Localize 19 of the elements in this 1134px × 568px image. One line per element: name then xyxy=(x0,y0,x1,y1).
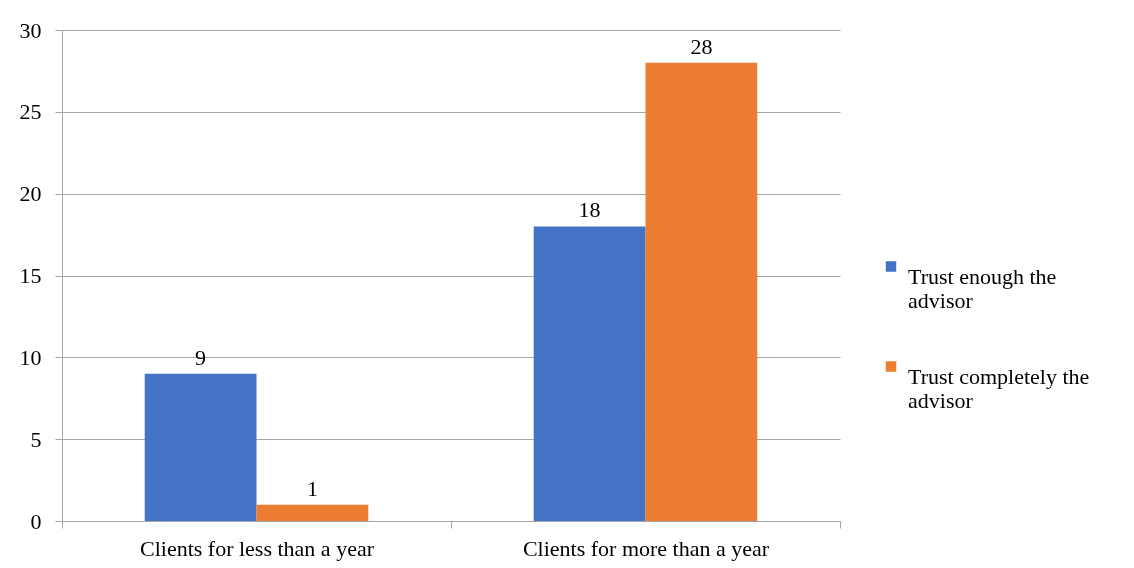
bar xyxy=(256,504,369,521)
data-label: 18 xyxy=(578,197,601,223)
y-tick-label: 5 xyxy=(30,426,42,452)
data-label: 28 xyxy=(690,33,713,59)
y-tick-label: 15 xyxy=(19,263,42,288)
data-label: 9 xyxy=(195,344,207,370)
y-tick-label: 10 xyxy=(19,344,42,370)
bar xyxy=(645,62,758,521)
y-tick-label: 20 xyxy=(19,181,42,207)
y-tick-label: 0 xyxy=(30,508,42,534)
y-tick-label: 30 xyxy=(19,17,42,43)
y-tick-label: 25 xyxy=(19,99,42,125)
bar xyxy=(144,373,257,521)
x-tick-label: Clients for less than a year xyxy=(140,535,375,561)
x-tick-label: Clients for more than a year xyxy=(522,535,770,561)
bar xyxy=(533,226,646,521)
data-label: 1 xyxy=(306,475,318,501)
legend-label: Trust enough the advisor xyxy=(908,263,1057,313)
legend-label: Trust completely the advisor xyxy=(908,363,1090,413)
